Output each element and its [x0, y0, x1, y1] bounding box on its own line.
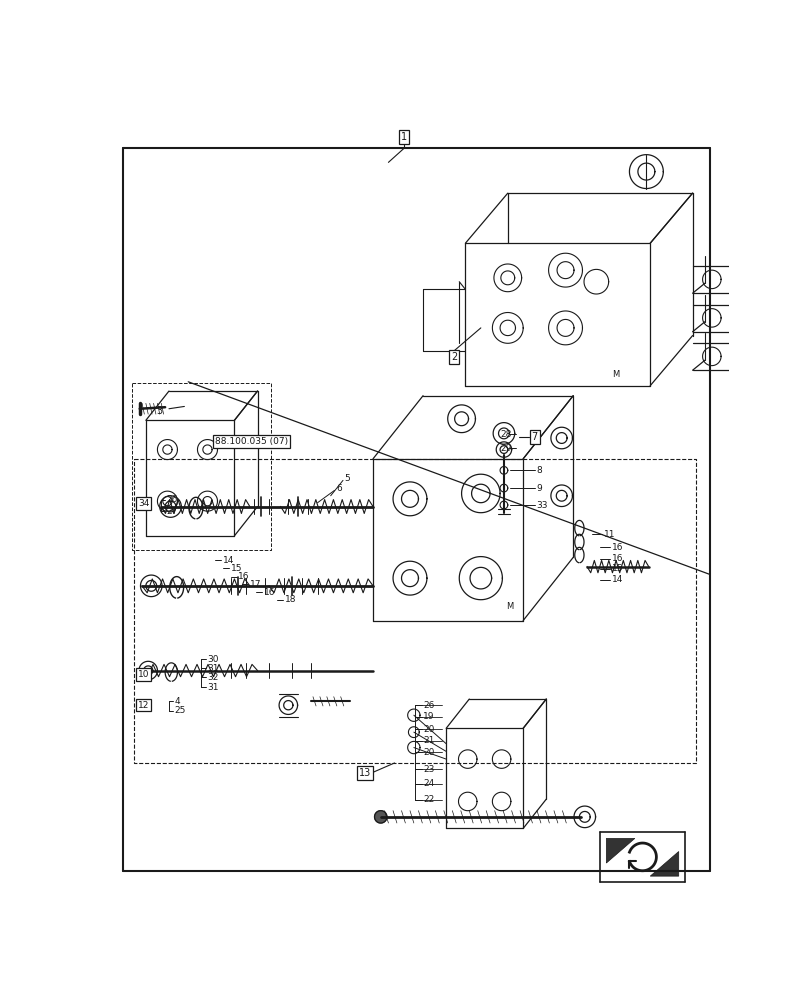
Text: 18: 18	[284, 595, 296, 604]
Text: 31: 31	[208, 683, 219, 692]
Polygon shape	[606, 838, 634, 863]
Text: 8: 8	[535, 466, 542, 475]
Text: M: M	[505, 602, 513, 611]
Text: 26: 26	[166, 495, 178, 504]
Text: 11: 11	[603, 530, 615, 539]
Text: 4: 4	[174, 697, 180, 706]
Text: 13: 13	[358, 768, 371, 778]
Text: 31: 31	[208, 664, 219, 673]
Text: 3: 3	[156, 406, 162, 416]
Text: 20: 20	[423, 748, 434, 757]
Text: 5: 5	[344, 474, 350, 483]
Text: 28: 28	[500, 430, 511, 439]
Text: 2: 2	[450, 352, 457, 362]
Text: 7: 7	[531, 432, 537, 442]
Text: 34: 34	[138, 499, 149, 508]
Text: 15: 15	[230, 564, 242, 573]
Text: 19: 19	[423, 712, 434, 721]
Text: 26: 26	[423, 701, 434, 710]
Text: 1: 1	[401, 132, 406, 142]
Text: 9: 9	[535, 484, 542, 493]
Text: 16: 16	[238, 572, 250, 581]
Text: 22: 22	[423, 795, 434, 804]
Polygon shape	[374, 811, 386, 823]
Text: 16: 16	[611, 554, 623, 563]
Text: 20: 20	[423, 725, 434, 734]
Text: 27: 27	[166, 507, 178, 516]
Text: 29: 29	[500, 444, 511, 453]
Text: 10: 10	[138, 670, 149, 679]
Text: 16: 16	[264, 588, 275, 597]
Text: 33: 33	[535, 500, 547, 510]
Text: 88.100.035 (07): 88.100.035 (07)	[215, 437, 288, 446]
Text: M: M	[611, 370, 619, 379]
Text: 16: 16	[611, 543, 623, 552]
Text: 6: 6	[336, 484, 341, 493]
Text: 32: 32	[208, 673, 219, 682]
Polygon shape	[650, 852, 678, 876]
Text: 14: 14	[222, 556, 234, 565]
Text: 24: 24	[423, 779, 434, 788]
Text: 23: 23	[423, 765, 434, 774]
Text: 21: 21	[423, 736, 434, 745]
Text: 14: 14	[611, 575, 622, 584]
Text: 12: 12	[138, 701, 149, 710]
Text: 25: 25	[174, 706, 186, 715]
Text: 30: 30	[208, 654, 219, 664]
Text: 15: 15	[611, 564, 623, 573]
Text: 17: 17	[250, 580, 261, 589]
